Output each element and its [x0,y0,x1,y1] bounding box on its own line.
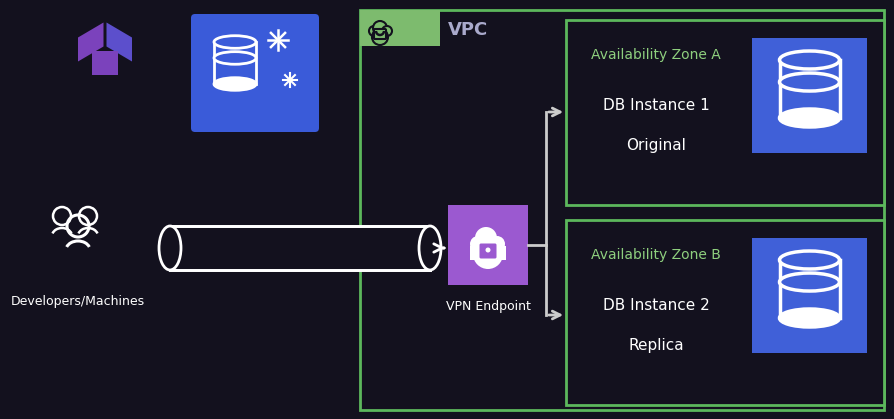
Polygon shape [92,51,118,75]
Ellipse shape [780,51,839,69]
Ellipse shape [214,36,256,48]
Ellipse shape [780,273,839,291]
Ellipse shape [419,226,441,270]
Circle shape [373,21,387,35]
Polygon shape [214,42,256,84]
FancyBboxPatch shape [470,246,506,260]
Text: DB Instance 2: DB Instance 2 [603,297,709,313]
Circle shape [489,236,505,252]
Text: Availability Zone A: Availability Zone A [591,48,721,62]
Ellipse shape [214,78,256,91]
FancyBboxPatch shape [752,38,867,153]
FancyBboxPatch shape [448,205,528,285]
Text: Developers/Machines: Developers/Machines [11,295,145,308]
FancyBboxPatch shape [170,226,430,270]
Circle shape [470,236,486,252]
Circle shape [473,239,503,269]
Text: VPN Endpoint: VPN Endpoint [445,300,530,313]
Ellipse shape [214,52,256,64]
Circle shape [369,26,379,36]
Polygon shape [106,23,132,62]
FancyBboxPatch shape [191,14,319,132]
Text: Replica: Replica [628,337,684,352]
Ellipse shape [780,109,839,127]
Text: Availability Zone B: Availability Zone B [591,248,721,262]
Text: DB Instance 1: DB Instance 1 [603,98,709,112]
FancyBboxPatch shape [374,29,386,39]
Circle shape [382,26,392,36]
Polygon shape [780,60,839,118]
Ellipse shape [780,251,839,269]
Ellipse shape [159,226,181,270]
Circle shape [475,227,497,249]
FancyBboxPatch shape [752,238,867,353]
Ellipse shape [780,73,839,91]
Text: VPC: VPC [448,21,488,39]
FancyBboxPatch shape [479,243,496,259]
Circle shape [372,29,388,45]
FancyBboxPatch shape [566,20,884,205]
Circle shape [485,248,491,253]
FancyBboxPatch shape [360,10,440,46]
FancyBboxPatch shape [566,220,884,405]
Ellipse shape [780,309,839,327]
Polygon shape [78,23,104,62]
Polygon shape [780,260,839,318]
Text: Original: Original [626,137,686,153]
